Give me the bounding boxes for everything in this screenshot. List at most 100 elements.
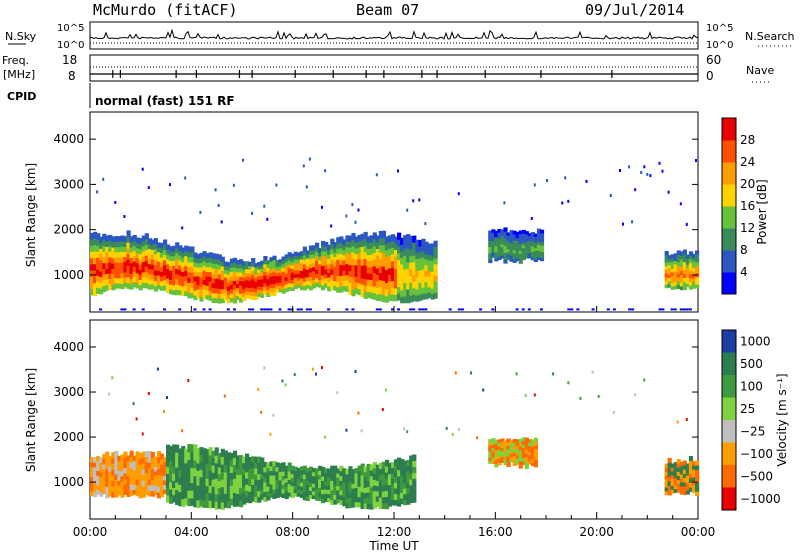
power-cell [318, 283, 323, 288]
power-colorbar-segment [722, 250, 736, 273]
velocity-scatter [515, 372, 518, 376]
power-cell [418, 264, 423, 271]
power-cell [400, 257, 405, 265]
power-cell [333, 280, 338, 286]
power-cell [248, 294, 253, 300]
velocity-cell [257, 462, 262, 469]
velocity-cell [500, 444, 505, 449]
power-cell [406, 289, 411, 297]
velocity-cell [497, 458, 502, 463]
power-cell [239, 297, 244, 303]
velocity-cell [220, 471, 225, 480]
velocity-cell [220, 456, 225, 465]
velocity-cell [664, 490, 669, 496]
velocity-cell [360, 486, 365, 493]
power-cell [412, 268, 417, 276]
power-cell [226, 262, 231, 267]
power-cell [123, 281, 128, 288]
power-cell [494, 242, 499, 247]
velocity-cell [518, 446, 523, 451]
power-cell [208, 285, 213, 292]
velocity-cell [199, 469, 204, 478]
power-cell [129, 273, 134, 279]
power-cell [299, 255, 304, 260]
velocity-cell [248, 457, 253, 464]
power-cell [156, 256, 162, 262]
power-cell [217, 283, 222, 289]
velocity-cell [688, 469, 694, 475]
power-cell [184, 290, 189, 297]
velocity-cell [299, 466, 304, 471]
velocity-cell [281, 462, 286, 468]
velocity-cell [369, 464, 374, 471]
velocity-cell [299, 493, 304, 498]
power-cell [503, 248, 508, 253]
velocity-cell [494, 449, 499, 454]
velocity-cell [348, 471, 353, 478]
power-cell [512, 246, 517, 251]
velocity-cell [384, 459, 390, 467]
power-ground [263, 308, 267, 311]
velocity-cell [506, 445, 511, 450]
velocity-cell [178, 477, 183, 485]
power-cell [235, 291, 241, 297]
velocity-cell [239, 493, 244, 501]
power-cell [199, 257, 204, 263]
power-cell [199, 296, 204, 302]
power-cell [156, 270, 162, 276]
velocity-cell [369, 475, 374, 482]
velocity-cell [339, 499, 344, 505]
power-cell [403, 242, 408, 250]
velocity-cell [114, 450, 119, 458]
power-cell [406, 295, 411, 304]
velocity-cell [664, 463, 669, 469]
velocity-cell [166, 480, 171, 489]
power-cell [184, 275, 189, 282]
power-ground [670, 308, 674, 311]
power-ground [345, 308, 349, 311]
velocity-cell [190, 474, 195, 483]
power-ylabel: Slant Range [km] [24, 163, 38, 267]
velocity-cell [667, 457, 672, 464]
velocity-scatter [156, 367, 159, 371]
velocity-cell [305, 480, 310, 485]
power-cell [305, 269, 310, 274]
velocity-cell [266, 481, 271, 487]
velocity-cell [679, 485, 684, 491]
power-cell [108, 278, 113, 285]
velocity-cell [527, 457, 532, 462]
power-cell [242, 288, 247, 294]
velocity-cell [397, 463, 402, 471]
power-cell [239, 267, 244, 273]
power-cell [397, 232, 402, 240]
power-cell [105, 257, 110, 264]
power-cell [394, 236, 399, 244]
velocity-cell [311, 483, 317, 488]
power-cell [251, 266, 256, 272]
velocity-cell [193, 460, 198, 469]
velocity-cell [263, 481, 268, 488]
power-cell [205, 289, 210, 296]
velocity-cell [667, 476, 672, 482]
power-cell [187, 251, 192, 258]
power-cell [345, 280, 350, 287]
power-cell [90, 282, 95, 290]
power-cell [415, 258, 420, 265]
power-ground [305, 308, 309, 311]
power-ground [679, 308, 683, 311]
velocity-cell [533, 455, 538, 460]
velocity-cell [387, 468, 393, 475]
power-cell [527, 250, 532, 254]
velocity-cell [159, 480, 165, 487]
power-cell [96, 281, 101, 288]
power-scatter [585, 179, 588, 183]
power-cell [667, 277, 672, 282]
power-scatter [418, 198, 421, 202]
power-ground [287, 308, 291, 311]
power-cell [421, 281, 426, 288]
power-cell [202, 274, 207, 280]
velocity-cell [163, 470, 168, 476]
velocity-cell [533, 437, 538, 442]
velocity-cell [245, 471, 250, 479]
velocity-cell [524, 445, 529, 450]
